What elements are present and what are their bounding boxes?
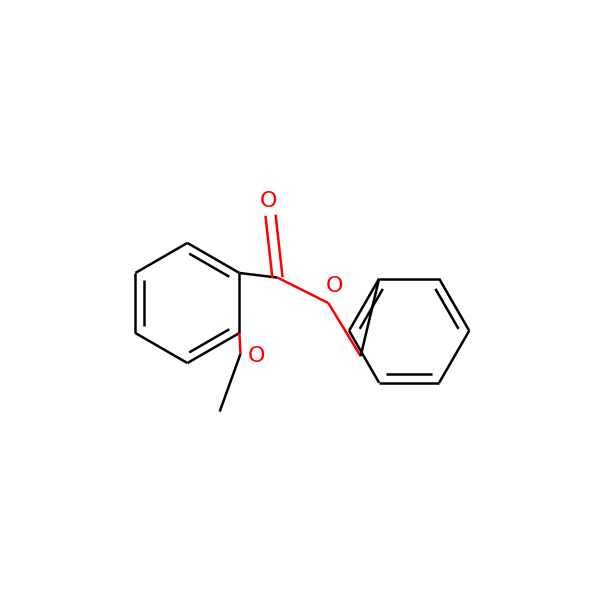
Text: O: O [259,191,277,211]
Text: O: O [248,346,265,366]
Text: O: O [326,277,343,296]
